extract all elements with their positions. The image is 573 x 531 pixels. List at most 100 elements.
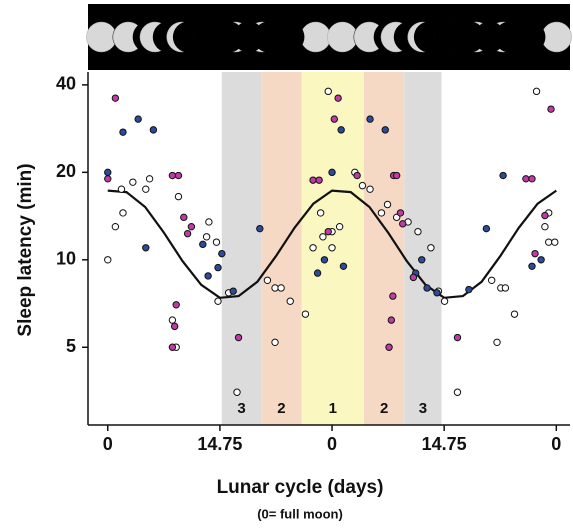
fit-curve [107,189,557,299]
band-label: 2 [380,400,388,417]
data-point [286,297,294,305]
data-point [204,272,212,280]
data-point [551,238,559,246]
data-point [427,244,435,252]
y-tick-label: 5 [66,336,76,356]
data-point [396,209,405,217]
data-point [111,94,120,102]
data-point [315,176,323,184]
data-point [129,178,137,186]
data-point [409,273,418,282]
data-point [537,256,545,264]
x-axis-subtitle: (0= full moon) [257,506,343,521]
band-label: 3 [419,400,427,417]
data-point [180,213,188,222]
data-point [256,224,264,233]
data-point [104,175,112,183]
data-point [205,218,213,226]
moon-shadow [514,21,546,53]
data-point [545,238,553,246]
y-tick-label: 10 [56,249,76,269]
data-point [187,222,196,231]
data-point [528,262,536,270]
data-point [381,126,389,134]
data-point [414,227,422,236]
data-point [335,222,344,231]
data-point [233,388,241,396]
data-point [330,115,339,123]
data-point [145,175,154,183]
data-point [334,94,342,102]
data-point [309,244,317,252]
data-point [453,388,462,396]
data-point [202,233,211,241]
moon-shadow [273,21,305,53]
data-point [482,224,491,233]
band-label: 2 [277,400,285,417]
moon [86,21,117,53]
data-point [418,256,426,264]
data-point [104,168,112,177]
x-tick-label: 0 [103,434,113,454]
data-point [119,128,127,136]
data-point [168,316,177,324]
data-point [493,338,501,347]
data-point [499,171,507,180]
data-point [541,211,549,220]
data-point [501,284,510,292]
data-point [111,222,120,231]
data-point [168,171,177,180]
y-tick-label: 40 [56,74,76,94]
data-point [199,240,207,249]
data-point [214,297,222,305]
x-tick-label: 14.75 [422,434,467,454]
data-point [510,310,519,318]
data-point [328,168,336,177]
data-point [547,105,555,113]
data-point [277,284,285,292]
data-point [487,276,496,285]
phase-band [404,72,442,425]
data-point [383,200,392,209]
data-point [337,126,345,134]
data-point [170,322,179,331]
data-point [174,192,183,201]
data-point [465,285,473,294]
data-point [229,287,237,295]
data-point [528,175,536,183]
data-point [440,297,449,305]
data-point [385,343,393,351]
x-tick-label: 0 [551,434,561,454]
phase-band [221,72,262,425]
data-point [142,185,150,193]
y-axis-title: Sleep latency (min) [15,163,36,336]
data-point [392,171,401,180]
data-point [353,171,361,180]
data-point [301,310,310,318]
y-tick-label: 20 [56,161,76,181]
data-point [174,171,183,180]
moon [300,21,331,53]
data-point [531,249,539,258]
data-point [387,316,396,324]
data-point [339,262,348,270]
data-point [316,209,325,217]
data-point [168,343,177,351]
data-point [324,227,332,236]
data-point [149,126,158,134]
data-point [313,269,322,277]
data-point [119,209,127,217]
x-axis-title: Lunar cycle (days) [217,477,384,498]
data-point [366,115,374,123]
data-point [263,276,272,285]
data-point [324,87,332,96]
data-point [320,256,329,264]
data-point [399,220,407,228]
moon [541,21,572,53]
data-point [234,333,243,342]
moon [327,21,358,53]
moon-phases [86,21,572,53]
data-point [541,222,549,231]
data-point [423,284,431,292]
data-point [183,229,192,238]
